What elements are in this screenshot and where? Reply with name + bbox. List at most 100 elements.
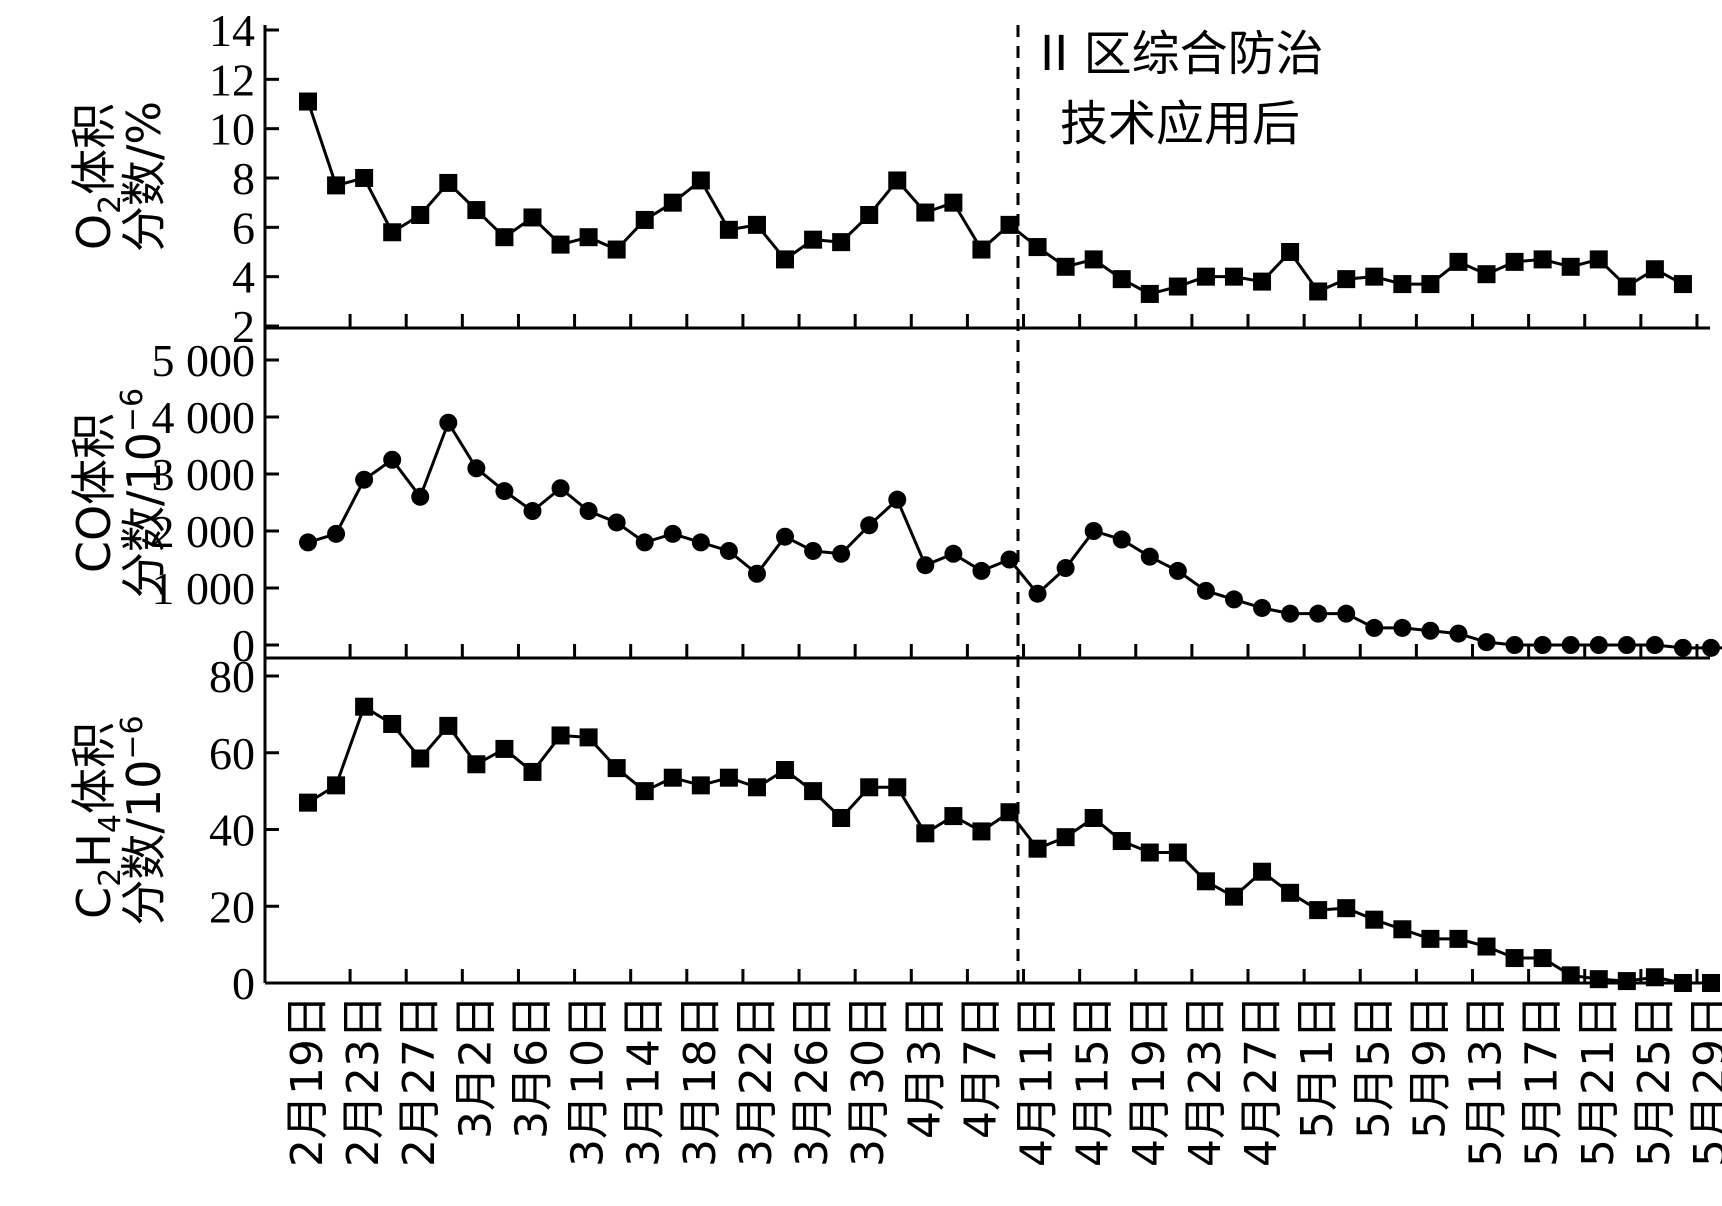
data-point [327, 776, 346, 795]
data-point [1056, 257, 1075, 276]
data-point [1702, 638, 1720, 657]
data-point [1140, 843, 1159, 862]
data-point [411, 206, 430, 224]
data-point [1393, 618, 1412, 637]
data-point [1617, 636, 1636, 654]
x-tick-label: 5月13日 [1461, 995, 1512, 1167]
data-point [1168, 277, 1187, 296]
data-point [1673, 638, 1692, 657]
data-point [1589, 250, 1608, 269]
data-point [383, 714, 402, 733]
data-point [1084, 522, 1103, 540]
data-point [944, 807, 963, 826]
data-point [607, 513, 626, 532]
data-point [495, 482, 514, 501]
data-point [1505, 636, 1524, 654]
data-point [1168, 843, 1187, 862]
data-point [1056, 828, 1075, 847]
data-point [439, 173, 458, 192]
x-tick-label: 4月23日 [1180, 995, 1231, 1167]
data-point [1393, 920, 1412, 939]
data-point [1140, 284, 1159, 303]
data-point [1561, 636, 1580, 654]
data-point [832, 808, 851, 827]
y-tick-label: 5 000 [152, 335, 256, 386]
data-point [327, 524, 346, 543]
data-point [467, 755, 486, 774]
data-point [579, 728, 598, 747]
y-axis-title-line2: 分数/10−6 [115, 715, 171, 925]
data-point [355, 470, 374, 489]
x-tick-label: 3月2日 [450, 995, 501, 1139]
data-point [551, 235, 570, 254]
data-point [1365, 618, 1384, 637]
data-point [860, 778, 879, 797]
data-point [1112, 270, 1131, 289]
data-point [1617, 277, 1636, 296]
data-point [888, 171, 907, 190]
data-point [1561, 257, 1580, 276]
data-point [607, 759, 626, 778]
data-point [327, 176, 346, 195]
y-tick-label: 4 [232, 252, 255, 303]
data-point [888, 778, 907, 797]
data-point [1337, 604, 1356, 623]
data-point [1056, 559, 1075, 578]
data-point [719, 220, 738, 239]
data-point [691, 171, 710, 190]
y-tick-label: 80 [209, 651, 255, 702]
data-point [579, 502, 598, 521]
y-axis-title-line2: 分数/10−6 [115, 388, 171, 598]
data-point [719, 541, 738, 560]
x-tick-label: 3月18日 [675, 995, 726, 1167]
data-point [299, 92, 317, 111]
data-point [523, 208, 542, 227]
data-point [663, 524, 682, 543]
data-point [972, 561, 991, 580]
data-point [1253, 598, 1272, 617]
data-point [944, 544, 963, 563]
data-point [1281, 604, 1300, 623]
y-tick-label: 0 [232, 620, 255, 671]
data-point [1000, 803, 1019, 822]
x-tick-label: 3月22日 [731, 995, 782, 1167]
data-point [299, 793, 317, 812]
x-tick-label: 2月19日 [282, 995, 333, 1167]
x-tick-label: 4月27日 [1236, 995, 1287, 1167]
x-tick-label: 3月10日 [563, 995, 614, 1167]
data-point [1337, 270, 1356, 289]
data-point [1000, 215, 1019, 234]
data-point [579, 228, 598, 247]
y-tick-label: 10 [209, 104, 255, 155]
data-point [1224, 590, 1243, 609]
y-axis-title-line1: CO体积 [67, 413, 121, 573]
data-point [1365, 267, 1384, 286]
data-point [776, 250, 795, 269]
data-point [1028, 584, 1047, 603]
data-point [832, 544, 851, 563]
data-point [439, 716, 458, 735]
data-point [719, 768, 738, 787]
series-line-o2 [306, 101, 1684, 296]
data-point [804, 230, 823, 249]
y-tick-label: 0 [232, 958, 255, 1009]
data-point [635, 210, 654, 229]
y-tick-label: 40 [209, 805, 255, 856]
data-point [663, 193, 682, 212]
data-point [1337, 899, 1356, 918]
data-point [1253, 862, 1272, 881]
data-point [888, 490, 907, 509]
data-point [804, 782, 823, 801]
y-tick-label: 60 [209, 728, 255, 779]
data-point [691, 776, 710, 795]
x-tick-label: 5月17日 [1517, 995, 1568, 1167]
x-tick-label: 5月29日 [1685, 995, 1722, 1167]
data-point [411, 487, 430, 506]
data-point [551, 726, 570, 745]
data-point [1477, 937, 1496, 956]
x-tick-label: 4月15日 [1068, 995, 1119, 1167]
data-point [1309, 604, 1328, 623]
y-axis-title-line1: O2体积 [67, 103, 128, 250]
